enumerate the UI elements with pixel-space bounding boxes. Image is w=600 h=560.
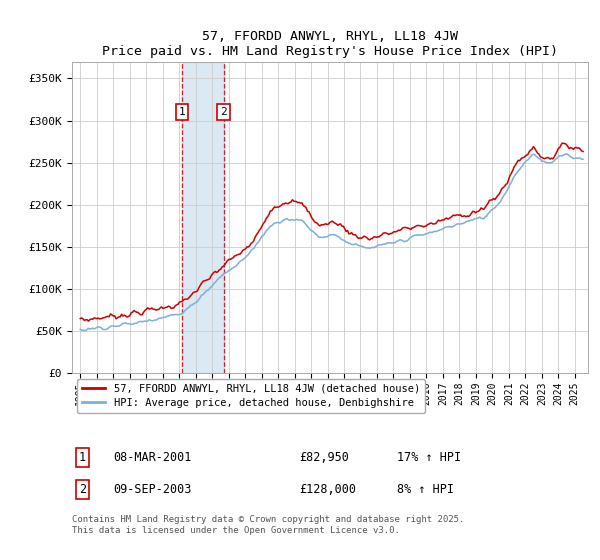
Bar xyxy=(182,62,224,374)
Text: 08-MAR-2001: 08-MAR-2001 xyxy=(113,451,191,464)
Text: 09-SEP-2003: 09-SEP-2003 xyxy=(113,483,191,496)
Text: 2: 2 xyxy=(220,107,227,117)
Text: 1: 1 xyxy=(179,107,185,117)
Text: 17% ↑ HPI: 17% ↑ HPI xyxy=(397,451,461,464)
Text: 1: 1 xyxy=(79,451,86,464)
Text: £128,000: £128,000 xyxy=(299,483,356,496)
Text: £82,950: £82,950 xyxy=(299,451,349,464)
Legend: 57, FFORDD ANWYL, RHYL, LL18 4JW (detached house), HPI: Average price, detached : 57, FFORDD ANWYL, RHYL, LL18 4JW (detach… xyxy=(77,379,425,413)
Text: Contains HM Land Registry data © Crown copyright and database right 2025.
This d: Contains HM Land Registry data © Crown c… xyxy=(72,515,464,535)
Text: 2: 2 xyxy=(79,483,86,496)
Text: 8% ↑ HPI: 8% ↑ HPI xyxy=(397,483,454,496)
Title: 57, FFORDD ANWYL, RHYL, LL18 4JW
Price paid vs. HM Land Registry's House Price I: 57, FFORDD ANWYL, RHYL, LL18 4JW Price p… xyxy=(102,30,558,58)
